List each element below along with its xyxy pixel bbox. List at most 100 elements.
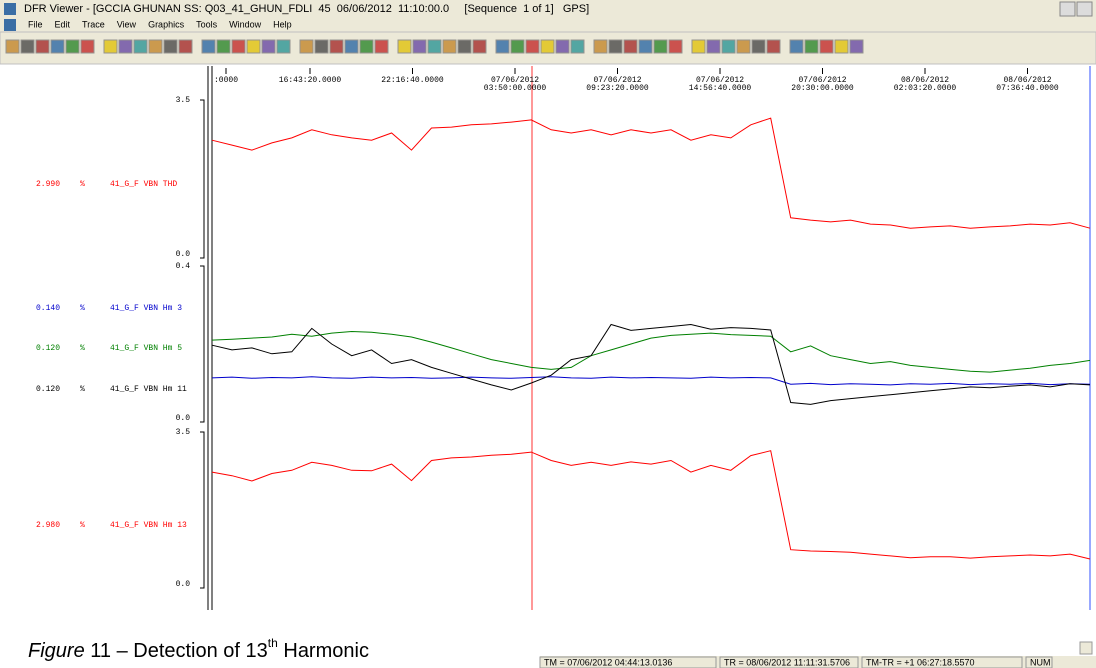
trace xyxy=(211,450,1091,560)
toolbar-button[interactable] xyxy=(751,39,766,54)
toolbar-button[interactable] xyxy=(593,39,608,54)
toolbar-button[interactable] xyxy=(623,39,638,54)
toolbar-button[interactable] xyxy=(427,39,442,54)
window-title: DFR Viewer - [GCCIA GHUNAN SS: Q03_41_GH… xyxy=(24,3,589,15)
channel-unit: % xyxy=(80,180,85,189)
scale-top: 3.5 xyxy=(176,96,191,105)
toolbar-button[interactable] xyxy=(819,39,834,54)
minimize-button[interactable] xyxy=(1059,1,1076,17)
caption-rest: Harmonic xyxy=(278,640,369,662)
toolbar-button[interactable] xyxy=(472,39,487,54)
status-field xyxy=(539,656,717,668)
toolbar-button[interactable] xyxy=(133,39,148,54)
status-text: TR = 08/06/2012 11:11:31.5706 xyxy=(724,657,850,667)
toolbar-button[interactable] xyxy=(510,39,525,54)
time-label: 02:03:20.0000 xyxy=(894,84,957,93)
channel-name: 41_G_F VBN Hm 5 xyxy=(110,344,182,353)
toolbar-button[interactable] xyxy=(570,39,585,54)
channel-name: 41_G_F VBN Hm 13 xyxy=(110,521,187,530)
toolbar-button[interactable] xyxy=(148,39,163,54)
channel-value: 2.980 xyxy=(36,521,60,530)
time-date: 07/06/2012 xyxy=(696,76,744,85)
toolbar-button[interactable] xyxy=(231,39,246,54)
channel-value: 0.140 xyxy=(36,304,60,313)
toolbar-button[interactable] xyxy=(849,39,864,54)
scroll-arrow[interactable] xyxy=(1079,641,1093,655)
toolbar-button[interactable] xyxy=(834,39,849,54)
menu-item[interactable]: Trace xyxy=(82,19,105,29)
menu-item[interactable]: Edit xyxy=(55,19,71,29)
toolbar-button[interactable] xyxy=(344,39,359,54)
toolbar-button[interactable] xyxy=(299,39,314,54)
toolbar-button[interactable] xyxy=(412,39,427,54)
status-text: TM-TR = +1 06:27:18.5570 xyxy=(866,657,975,667)
menu-bar xyxy=(0,18,1096,32)
toolbar-button[interactable] xyxy=(329,39,344,54)
toolbar-button[interactable] xyxy=(442,39,457,54)
toolbar-button[interactable] xyxy=(65,39,80,54)
menu-item[interactable]: Tools xyxy=(196,19,218,29)
toolbar-button[interactable] xyxy=(246,39,261,54)
toolbar-button[interactable] xyxy=(525,39,540,54)
menu-item[interactable]: Help xyxy=(273,19,292,29)
toolbar-button[interactable] xyxy=(20,39,35,54)
status-text: TM = 07/06/2012 04:44:13.0136 xyxy=(544,657,672,667)
trace xyxy=(211,117,1091,229)
time-date: 08/06/2012 xyxy=(1003,76,1051,85)
toolbar-button[interactable] xyxy=(653,39,668,54)
toolbar-button[interactable] xyxy=(495,39,510,54)
time-label: :0000 xyxy=(214,76,238,85)
toolbar-button[interactable] xyxy=(50,39,65,54)
toolbar-button[interactable] xyxy=(608,39,623,54)
toolbar-button[interactable] xyxy=(789,39,804,54)
menu-item[interactable]: File xyxy=(28,19,43,29)
toolbar-button[interactable] xyxy=(736,39,751,54)
time-date: 07/06/2012 xyxy=(798,76,846,85)
toolbar-button[interactable] xyxy=(118,39,133,54)
time-label: 16:43:20.0000 xyxy=(279,76,342,85)
toolbar-button[interactable] xyxy=(638,39,653,54)
toolbar-button[interactable] xyxy=(668,39,683,54)
toolbar-button[interactable] xyxy=(691,39,706,54)
maximize-button[interactable] xyxy=(1076,1,1093,17)
channel-value: 0.120 xyxy=(36,344,60,353)
toolbar-button[interactable] xyxy=(178,39,193,54)
time-date: 08/06/2012 xyxy=(901,76,949,85)
status-field xyxy=(861,656,1023,668)
channel-value: 0.120 xyxy=(36,385,60,394)
channel-unit: % xyxy=(80,385,85,394)
toolbar-button[interactable] xyxy=(216,39,231,54)
channel-name: 41_G_F VBN Hm 11 xyxy=(110,385,187,394)
toolbar-button[interactable] xyxy=(397,39,412,54)
toolbar-button[interactable] xyxy=(374,39,389,54)
app-icon xyxy=(4,3,16,15)
toolbar-button[interactable] xyxy=(540,39,555,54)
trace xyxy=(211,330,1091,373)
toolbar-button[interactable] xyxy=(314,39,329,54)
toolbar-button[interactable] xyxy=(804,39,819,54)
toolbar-button[interactable] xyxy=(766,39,781,54)
toolbar-button[interactable] xyxy=(261,39,276,54)
scale-bracket xyxy=(200,99,205,259)
caption-sup: th xyxy=(268,636,278,650)
toolbar-button[interactable] xyxy=(163,39,178,54)
time-date: 07/06/2012 xyxy=(491,76,539,85)
menu-item[interactable]: Window xyxy=(229,19,262,29)
channel-unit: % xyxy=(80,304,85,313)
status-text: NUM xyxy=(1030,657,1051,667)
menu-item[interactable]: View xyxy=(117,19,137,29)
toolbar-button[interactable] xyxy=(359,39,374,54)
toolbar-button[interactable] xyxy=(201,39,216,54)
toolbar-button[interactable] xyxy=(457,39,472,54)
menu-item[interactable]: Graphics xyxy=(148,19,185,29)
status-field xyxy=(1025,656,1053,668)
toolbar-button[interactable] xyxy=(35,39,50,54)
toolbar-button[interactable] xyxy=(103,39,118,54)
toolbar-button[interactable] xyxy=(5,39,20,54)
toolbar-button[interactable] xyxy=(721,39,736,54)
toolbar-button[interactable] xyxy=(276,39,291,54)
toolbar-button[interactable] xyxy=(555,39,570,54)
toolbar-button[interactable] xyxy=(706,39,721,54)
toolbar-button[interactable] xyxy=(80,39,95,54)
